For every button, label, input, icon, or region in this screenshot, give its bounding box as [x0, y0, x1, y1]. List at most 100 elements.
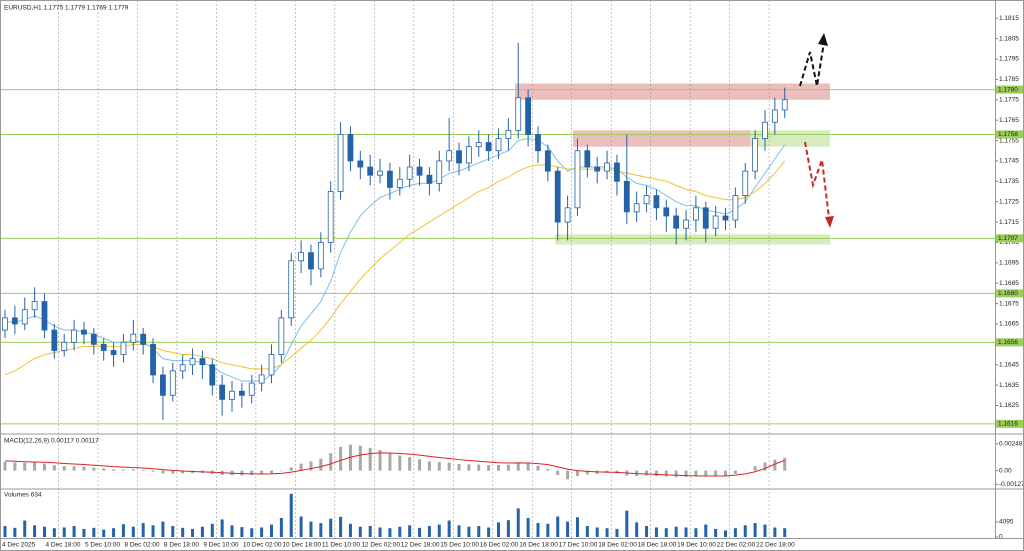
level-label-bg — [996, 289, 1023, 298]
candle-body — [2, 317, 8, 331]
volume-bar — [526, 517, 530, 537]
candle-body — [120, 341, 127, 355]
candle-body — [258, 374, 265, 384]
y-tick-label: 1.1695 — [999, 260, 1019, 267]
macd-bar — [358, 445, 362, 471]
candle-body — [525, 97, 532, 135]
volume-bar — [615, 528, 619, 537]
volume-bar — [151, 525, 155, 537]
volume-bar — [92, 527, 96, 537]
volume-bar — [260, 527, 264, 537]
macd-bar — [339, 446, 343, 471]
volume-bar — [121, 524, 125, 537]
candle-body — [169, 370, 176, 396]
forecast-up-arrow — [799, 33, 828, 87]
volume-bar — [437, 524, 441, 537]
candle-body — [653, 195, 660, 209]
y-tick-label: 1.1745 — [999, 158, 1019, 165]
candle-body — [643, 195, 650, 205]
macd-bar — [526, 463, 530, 471]
candle-body — [683, 219, 689, 229]
candle-body — [110, 350, 117, 355]
candle-body — [614, 162, 620, 182]
macd-bar — [112, 469, 116, 471]
macd-bar — [82, 466, 86, 471]
candle-body — [140, 333, 147, 345]
volume-bar — [141, 523, 145, 537]
candle-body — [446, 150, 453, 162]
x-tick-label: 19 Dec 10:00 — [677, 542, 716, 549]
macd-bar — [556, 470, 560, 475]
macd-signal-line — [4, 452, 785, 477]
y-tick-label: 0.00 — [999, 467, 1012, 474]
candle-body — [771, 109, 778, 123]
macd-bar — [575, 470, 579, 477]
candle-body — [535, 134, 541, 152]
macd-bar — [704, 470, 708, 477]
candle-body — [238, 390, 245, 396]
indicator-title: Volumes 634 — [4, 492, 42, 499]
volume-bar — [575, 517, 579, 537]
volume-bar — [556, 516, 560, 537]
macd-bar — [161, 470, 165, 474]
volume-bar — [447, 520, 451, 537]
volume-bar — [269, 524, 273, 537]
macd-bar — [240, 470, 244, 476]
volume-bar — [62, 527, 66, 537]
price-zone — [555, 234, 830, 245]
y-tick-label: 1.1805 — [999, 35, 1019, 42]
volume-bar — [743, 525, 747, 537]
candle-body — [436, 160, 443, 184]
candle-body — [357, 160, 364, 168]
volume-bar — [240, 527, 244, 537]
volume-bar — [487, 527, 491, 537]
candle-body — [456, 150, 462, 164]
candle-body — [594, 166, 601, 172]
level-label: 1.1780 — [998, 86, 1018, 93]
volume-bar — [733, 528, 737, 537]
macd-bar — [398, 455, 402, 471]
volume-bar — [753, 523, 757, 537]
y-tick-label: 0 — [999, 534, 1003, 541]
volume-bar — [210, 523, 214, 537]
candle-body — [100, 343, 107, 351]
candle-body — [248, 382, 255, 396]
macd-bar — [506, 464, 510, 471]
y-tick-label: 0.00248 — [999, 440, 1023, 447]
volume-bar — [704, 524, 708, 537]
candle-body — [732, 195, 739, 221]
macd-bar — [181, 470, 185, 474]
candle-body — [515, 97, 522, 131]
y-tick-label: 1.1635 — [999, 382, 1019, 389]
y-tick-label: 1.1765 — [999, 117, 1019, 124]
candle-body — [712, 215, 719, 229]
level-label: 1.1616 — [998, 421, 1018, 428]
candle-body — [564, 207, 571, 223]
macd-bar — [694, 470, 698, 477]
macd-bar — [684, 470, 688, 477]
macd-bar — [437, 461, 441, 471]
volume-bar — [497, 522, 500, 537]
volume-bar — [191, 528, 195, 537]
macd-bar — [3, 461, 7, 471]
volume-bar — [82, 528, 86, 537]
candle-body — [150, 343, 156, 376]
level-label-bg — [996, 419, 1023, 428]
macd-bar — [418, 459, 422, 471]
volume-bar — [664, 528, 668, 537]
volume-bar — [388, 528, 392, 537]
y-tick-label: 1.1815 — [999, 15, 1019, 22]
macd-bar — [269, 470, 273, 474]
volume-bar — [457, 525, 461, 537]
macd-bar — [783, 457, 787, 471]
macd-bar — [763, 462, 767, 471]
macd-bar — [102, 468, 106, 471]
macd-bar — [674, 470, 678, 478]
macd-bar — [585, 470, 589, 475]
candle-body — [179, 364, 186, 372]
y-tick-label: 1.1675 — [999, 300, 1019, 307]
candle-body — [475, 142, 482, 148]
macd-bar — [724, 470, 728, 476]
